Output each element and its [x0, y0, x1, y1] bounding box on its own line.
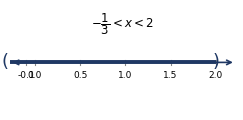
Text: 0.5: 0.5 — [73, 71, 87, 80]
Text: $-\dfrac{1}{3} < x < 2$: $-\dfrac{1}{3} < x < 2$ — [91, 12, 154, 37]
Text: -0.1: -0.1 — [17, 71, 35, 80]
Text: (: ( — [1, 53, 9, 71]
Text: ): ) — [212, 53, 219, 71]
Text: 1.5: 1.5 — [164, 71, 178, 80]
Text: 0.0: 0.0 — [28, 71, 42, 80]
Text: 2.0: 2.0 — [209, 71, 223, 80]
Text: 1.0: 1.0 — [118, 71, 133, 80]
